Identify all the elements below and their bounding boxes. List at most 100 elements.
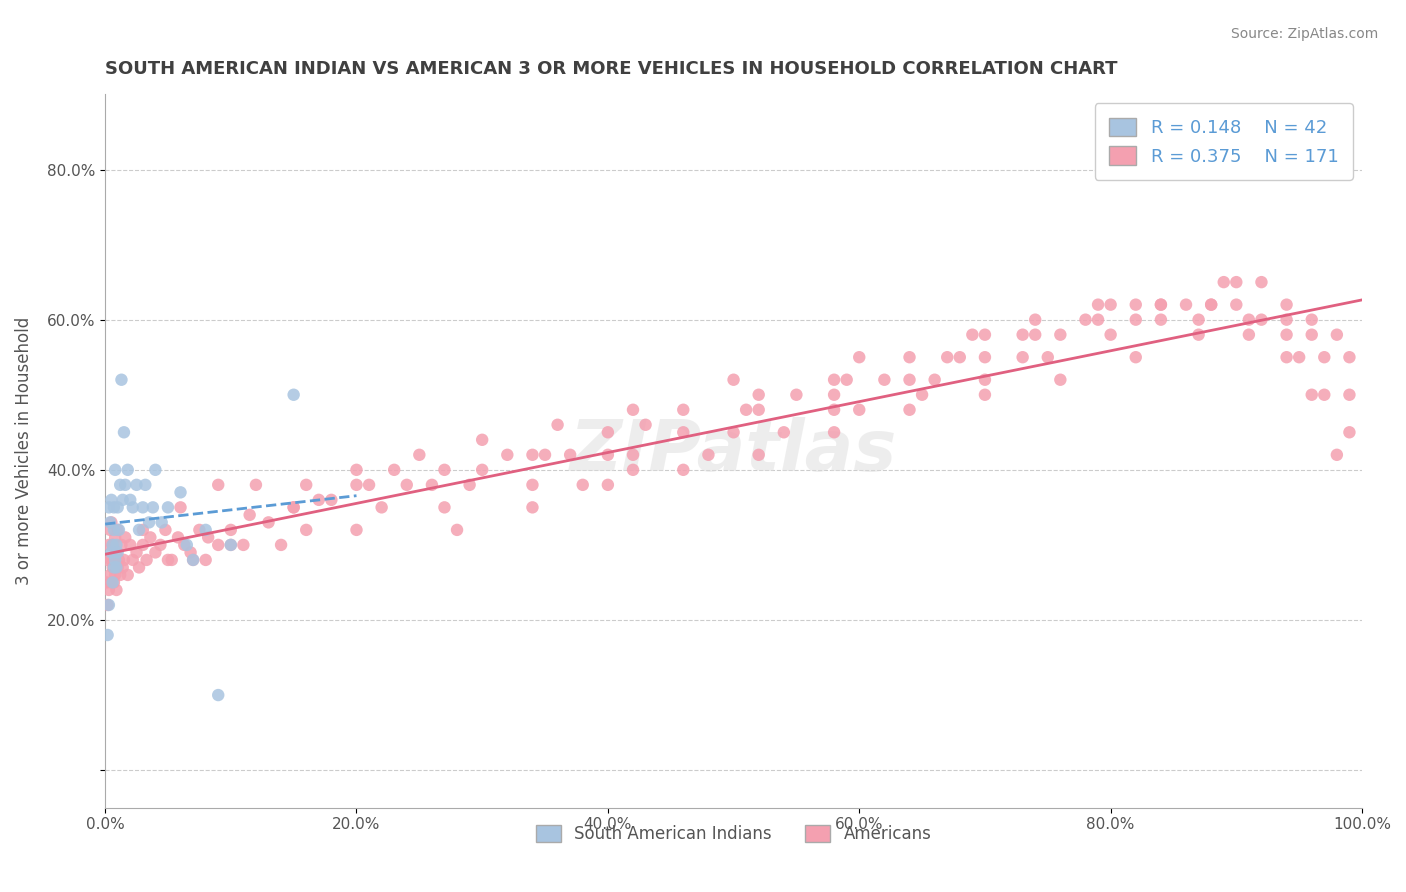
Point [103, 553, 125, 567]
Point [108, 553, 131, 567]
Point [962, 327, 984, 342]
Point [98, 516, 121, 530]
Point [101, 575, 124, 590]
Point [149, 538, 172, 552]
Point [97, 628, 120, 642]
Point [145, 545, 167, 559]
Point [100, 516, 122, 530]
Point [283, 388, 305, 402]
Point [100, 553, 122, 567]
Point [125, 545, 148, 559]
Point [135, 553, 157, 567]
Point [823, 388, 845, 402]
Point [1087, 298, 1109, 312]
Point [1237, 327, 1260, 342]
Point [1036, 350, 1059, 364]
Point [534, 448, 557, 462]
Point [112, 553, 135, 567]
Point [1150, 312, 1173, 326]
Point [97, 538, 120, 552]
Point [522, 448, 544, 462]
Point [735, 402, 758, 417]
Point [104, 463, 127, 477]
Point [134, 478, 156, 492]
Point [108, 478, 131, 492]
Point [121, 553, 143, 567]
Point [180, 545, 202, 559]
Point [103, 500, 125, 515]
Point [219, 538, 242, 552]
Point [823, 425, 845, 440]
Point [97, 582, 120, 597]
Point [1339, 425, 1361, 440]
Point [974, 350, 997, 364]
Point [1024, 327, 1046, 342]
Point [672, 463, 695, 477]
Point [283, 500, 305, 515]
Point [1199, 298, 1222, 312]
Point [145, 463, 167, 477]
Point [321, 492, 343, 507]
Point [100, 492, 122, 507]
Point [108, 568, 131, 582]
Point [471, 463, 494, 477]
Point [974, 373, 997, 387]
Point [1275, 350, 1298, 364]
Point [471, 433, 494, 447]
Point [107, 500, 129, 515]
Point [420, 478, 443, 492]
Point [107, 523, 129, 537]
Point [1275, 312, 1298, 326]
Point [1049, 373, 1071, 387]
Point [181, 553, 204, 567]
Point [132, 523, 155, 537]
Text: SOUTH AMERICAN INDIAN VS AMERICAN 3 OR MORE VEHICLES IN HOUSEHOLD CORRELATION CH: SOUTH AMERICAN INDIAN VS AMERICAN 3 OR M… [105, 60, 1118, 78]
Point [117, 568, 139, 582]
Point [1187, 327, 1209, 342]
Point [596, 478, 619, 492]
Point [169, 485, 191, 500]
Point [132, 500, 155, 515]
Point [125, 478, 148, 492]
Point [1301, 312, 1323, 326]
Point [621, 402, 644, 417]
Point [197, 530, 219, 544]
Point [748, 448, 770, 462]
Point [132, 538, 155, 552]
Point [96, 575, 118, 590]
Point [357, 478, 380, 492]
Point [155, 523, 177, 537]
Point [114, 478, 136, 492]
Point [98, 568, 121, 582]
Point [898, 350, 921, 364]
Point [346, 463, 368, 477]
Point [270, 538, 292, 552]
Point [723, 425, 745, 440]
Point [128, 523, 150, 537]
Point [748, 388, 770, 402]
Point [1011, 327, 1033, 342]
Point [748, 402, 770, 417]
Point [1250, 312, 1272, 326]
Point [1339, 350, 1361, 364]
Point [308, 492, 330, 507]
Point [571, 478, 593, 492]
Point [107, 560, 129, 574]
Point [169, 500, 191, 515]
Point [108, 523, 131, 537]
Point [257, 516, 280, 530]
Point [672, 425, 695, 440]
Point [98, 523, 121, 537]
Point [103, 560, 125, 574]
Point [156, 553, 179, 567]
Y-axis label: 3 or more Vehicles in Household: 3 or more Vehicles in Household [15, 317, 32, 585]
Point [128, 560, 150, 574]
Point [1150, 298, 1173, 312]
Point [672, 402, 695, 417]
Point [1099, 298, 1122, 312]
Point [207, 538, 229, 552]
Point [446, 523, 468, 537]
Point [560, 448, 582, 462]
Point [395, 478, 418, 492]
Point [974, 388, 997, 402]
